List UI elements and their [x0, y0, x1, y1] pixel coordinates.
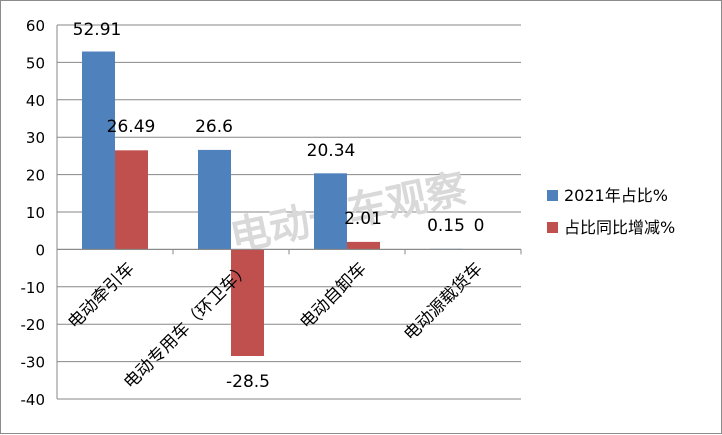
data-label: 26.6 — [195, 117, 233, 137]
y-tick-label: -20 — [21, 316, 46, 334]
y-tick-label: 50 — [26, 54, 45, 72]
y-tick-label: 20 — [26, 167, 45, 185]
legend: 2021年占比% 占比同比增减% — [547, 186, 675, 237]
data-labels: 52.91 26.6 20.34 0.15 26.49 -28.5 2.01 0 — [73, 20, 485, 392]
data-label: -28.5 — [226, 372, 270, 392]
legend-label: 占比同比增减% — [564, 218, 675, 237]
legend-swatch — [547, 190, 558, 201]
bar-share-2021 — [314, 173, 347, 250]
y-axis: 60 50 40 30 20 10 0 -10 -20 -30 -40 — [21, 17, 58, 409]
data-label: 0.15 — [427, 216, 465, 236]
data-label: 2.01 — [344, 209, 382, 229]
data-label: 0 — [474, 216, 485, 236]
category-label: 电动源载货车 — [400, 259, 486, 345]
category-label: 电动牵引车 — [64, 259, 138, 333]
y-tick-label: 10 — [26, 204, 45, 222]
y-tick-label: -30 — [21, 354, 46, 372]
bar-share-2021 — [198, 149, 231, 250]
data-label: 20.34 — [307, 141, 356, 161]
bar-share-2021 — [82, 51, 115, 250]
legend-label: 2021年占比% — [564, 186, 668, 205]
y-tick-label: 0 — [35, 241, 45, 259]
bar-share-change — [231, 249, 264, 356]
category-label: 电动自卸车 — [296, 259, 370, 333]
y-tick-label: -10 — [21, 279, 46, 297]
data-label: 52.91 — [73, 20, 122, 40]
y-tick-label: 60 — [26, 17, 45, 35]
y-tick-label: 30 — [26, 129, 45, 147]
y-tick-label: 40 — [26, 92, 45, 110]
bar-share-change — [347, 241, 380, 250]
bar-share-change — [115, 150, 148, 250]
bars — [82, 51, 463, 356]
y-tick-label: -40 — [21, 391, 46, 409]
legend-swatch — [547, 222, 558, 233]
data-label: 26.49 — [107, 117, 156, 137]
